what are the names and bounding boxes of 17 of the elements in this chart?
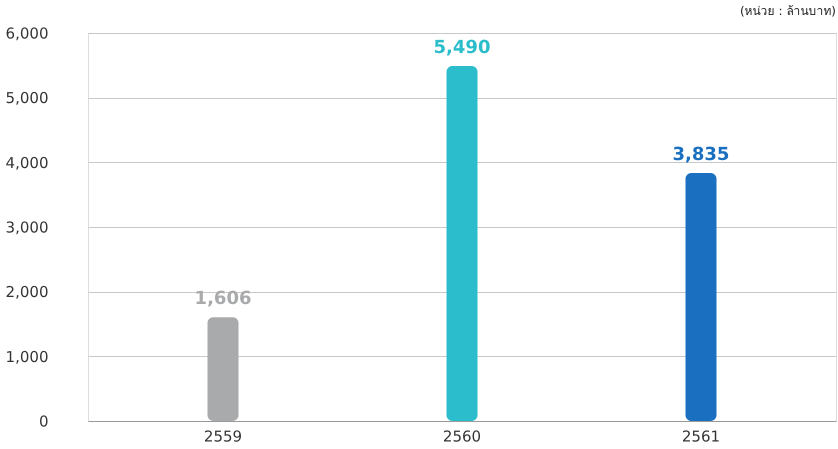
data-label: 1,606 [194,288,252,310]
y-tick-label: 4,000 [6,154,48,172]
y-tick-label: 0 [38,412,48,430]
y-tick-label: 2,000 [6,283,48,302]
bar [207,317,239,421]
x-tick-label: 2559 [204,428,242,446]
x-tick-label: 2560 [442,428,482,446]
data-label: 5,490 [434,36,490,58]
y-tick-label: 1,000 [6,348,48,366]
y-tick-label: 6,000 [6,24,48,42]
y-tick-label: 3,000 [6,218,48,236]
bar [685,173,717,421]
x-tick-label: 2561 [682,428,720,446]
bar [446,66,478,421]
y-tick-label: 5,000 [6,89,48,108]
data-label: 3,835 [672,144,730,166]
text: (หน่วย : ล้านบาท) [740,4,836,18]
